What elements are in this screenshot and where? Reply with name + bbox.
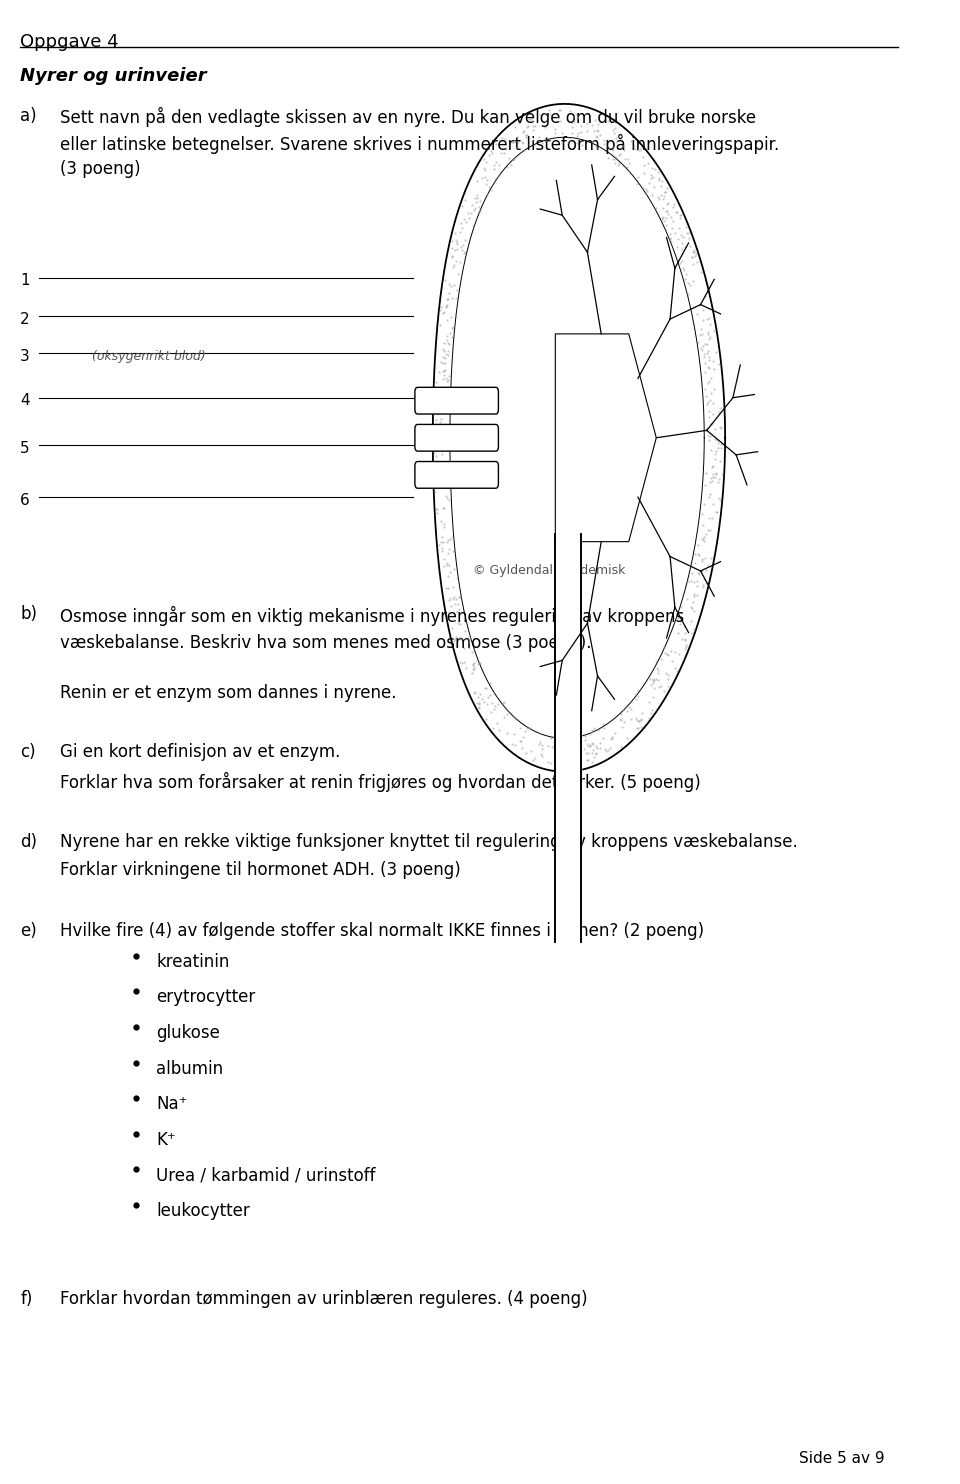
Text: d): d)	[20, 833, 37, 850]
Text: glukose: glukose	[156, 1024, 220, 1042]
Text: b): b)	[20, 605, 37, 623]
Text: Side 5 av 9: Side 5 av 9	[799, 1451, 884, 1466]
Text: Renin er et enzym som dannes i nyrene.: Renin er et enzym som dannes i nyrene.	[60, 684, 396, 702]
Text: Gi en kort definisjon av et enzym.: Gi en kort definisjon av et enzym.	[60, 743, 340, 761]
Text: (oksygenrikt blod): (oksygenrikt blod)	[92, 350, 205, 364]
FancyBboxPatch shape	[415, 424, 498, 451]
Text: f): f)	[20, 1290, 33, 1307]
FancyBboxPatch shape	[415, 462, 498, 488]
Text: albumin: albumin	[156, 1060, 223, 1077]
Text: Sett navn på den vedlagte skissen av en nyre. Du kan velge om du vil bruke norsk: Sett navn på den vedlagte skissen av en …	[60, 107, 756, 128]
Text: Hvilke fire (4) av følgende stoffer skal normalt IKKE finnes i urinen? (2 poeng): Hvilke fire (4) av følgende stoffer skal…	[60, 922, 704, 939]
Polygon shape	[555, 534, 581, 942]
Text: erytrocytter: erytrocytter	[156, 988, 255, 1006]
Text: (3 poeng): (3 poeng)	[60, 160, 140, 178]
Text: Nyrene har en rekke viktige funksjoner knyttet til regulering av kroppens væskeb: Nyrene har en rekke viktige funksjoner k…	[60, 833, 798, 850]
Text: K⁺: K⁺	[156, 1131, 176, 1149]
Text: c): c)	[20, 743, 36, 761]
Text: a): a)	[20, 107, 36, 125]
Polygon shape	[555, 334, 657, 542]
Text: væskebalanse. Beskriv hva som menes med osmose (3 poeng).: væskebalanse. Beskriv hva som menes med …	[60, 634, 591, 651]
Text: Forklar virkningene til hormonet ADH. (3 poeng): Forklar virkningene til hormonet ADH. (3…	[60, 861, 461, 879]
Text: 6: 6	[20, 493, 30, 508]
Text: 5: 5	[20, 441, 30, 456]
Text: 4: 4	[20, 393, 30, 408]
Text: Forklar hva som forårsaker at renin frigjøres og hvordan det virker. (5 poeng): Forklar hva som forårsaker at renin frig…	[60, 772, 701, 792]
Text: Nyrer og urinveier: Nyrer og urinveier	[20, 67, 206, 85]
Text: Oppgave 4: Oppgave 4	[20, 33, 119, 50]
Text: Forklar hvordan tømmingen av urinblæren reguleres. (4 poeng): Forklar hvordan tømmingen av urinblæren …	[60, 1290, 588, 1307]
Text: e): e)	[20, 922, 36, 939]
Text: Urea / karbamid / urinstoff: Urea / karbamid / urinstoff	[156, 1166, 375, 1184]
Text: Osmose inngår som en viktig mekanisme i nyrenes regulering av kroppens: Osmose inngår som en viktig mekanisme i …	[60, 605, 684, 626]
Text: leukocytter: leukocytter	[156, 1202, 250, 1220]
Text: 2: 2	[20, 312, 30, 326]
Text: 3: 3	[20, 349, 30, 364]
FancyBboxPatch shape	[415, 387, 498, 414]
Polygon shape	[433, 104, 725, 772]
Text: Na⁺: Na⁺	[156, 1095, 187, 1113]
Text: kreatinin: kreatinin	[156, 953, 229, 971]
Text: 1: 1	[20, 273, 30, 288]
Text: eller latinske betegnelser. Svarene skrives i nummerert listeform på innlevering: eller latinske betegnelser. Svarene skri…	[60, 134, 779, 154]
Text: © Gyldendal Akademisk: © Gyldendal Akademisk	[472, 564, 625, 577]
